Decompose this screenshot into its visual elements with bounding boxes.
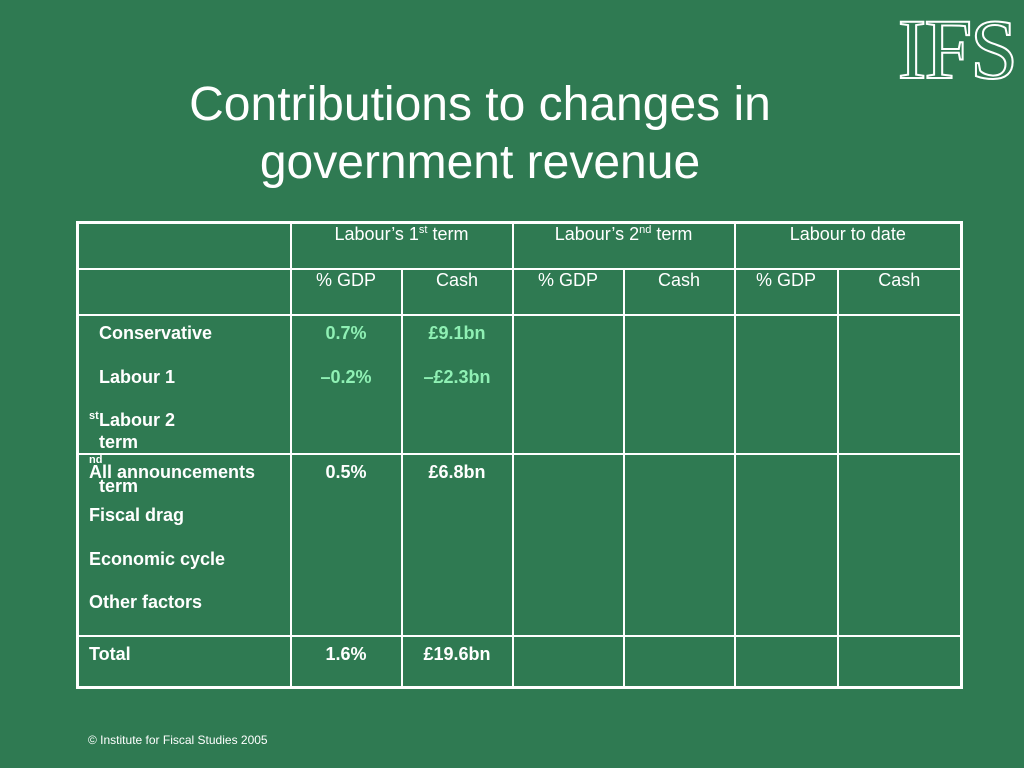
value-cell: –£2.3bn bbox=[423, 366, 491, 387]
value-cell: 0.5% bbox=[325, 461, 367, 482]
subheader-cell: Cash bbox=[836, 268, 963, 316]
corner-cell bbox=[76, 221, 292, 270]
empty-cell bbox=[622, 634, 736, 689]
empty-cell bbox=[622, 314, 736, 455]
group-header-labour-2nd: Labour’s 2nd term bbox=[511, 221, 736, 270]
empty-cell bbox=[511, 634, 625, 689]
gdp-cell-block1: 0.7% –0.2% bbox=[289, 314, 403, 455]
empty-cell bbox=[733, 634, 839, 689]
subheader-cell: Cash bbox=[622, 268, 736, 316]
row-label: Economic cycle bbox=[89, 548, 226, 569]
cash-cell-block2: £6.8bn bbox=[400, 452, 514, 637]
total-cash-cell: £19.6bn bbox=[400, 634, 514, 689]
row-labels-block2: All announcements Fiscal drag Economic c… bbox=[76, 452, 292, 637]
row-label: Fiscal drag bbox=[89, 505, 185, 525]
value-cell: –0.2% bbox=[320, 366, 372, 387]
empty-cell bbox=[622, 452, 736, 637]
empty-cell bbox=[511, 314, 625, 455]
value-cell: 0.7% bbox=[325, 323, 367, 343]
group-header-labour-1st: Labour’s 1st term bbox=[289, 221, 514, 270]
total-gdp-cell: 1.6% bbox=[289, 634, 403, 689]
empty-cell bbox=[836, 452, 963, 637]
header-row: Labour’s 1st term Labour’s 2nd term Labo… bbox=[76, 221, 963, 270]
empty-cell bbox=[836, 634, 963, 689]
table-row-block2: All announcements Fiscal drag Economic c… bbox=[76, 452, 963, 637]
corner-cell bbox=[76, 268, 292, 316]
row-label: All announcements bbox=[89, 461, 256, 482]
value-cell: £9.1bn bbox=[428, 323, 486, 343]
revenue-table: Labour’s 1st term Labour’s 2nd term Labo… bbox=[76, 221, 964, 689]
empty-cell bbox=[733, 314, 839, 455]
ifs-logo: IFS bbox=[897, 1, 1019, 97]
empty-cell bbox=[836, 314, 963, 455]
subheader-row: % GDP Cash % GDP Cash % GDP Cash bbox=[76, 268, 963, 316]
slide-title: Contributions to changes in government r… bbox=[189, 78, 771, 189]
empty-cell bbox=[511, 452, 625, 637]
subheader-cell: Cash bbox=[400, 268, 514, 316]
row-label: Conservative bbox=[99, 323, 213, 343]
value-cell: £6.8bn bbox=[428, 461, 486, 482]
empty-cell bbox=[733, 452, 839, 637]
group-header-labour-to-date: Labour to date bbox=[733, 221, 963, 270]
subheader-cell: % GDP bbox=[511, 268, 625, 316]
gdp-cell-block2: 0.5% bbox=[289, 452, 403, 637]
subheader-cell: % GDP bbox=[733, 268, 839, 316]
copyright-footer: © Institute for Fiscal Studies 2005 bbox=[88, 733, 268, 747]
row-label-total: Total bbox=[76, 634, 292, 689]
subheader-cell: % GDP bbox=[289, 268, 403, 316]
row-label: Other factors bbox=[89, 592, 203, 612]
table-row-total: Total 1.6% £19.6bn bbox=[76, 634, 963, 689]
cash-cell-block1: £9.1bn –£2.3bn bbox=[400, 314, 514, 455]
